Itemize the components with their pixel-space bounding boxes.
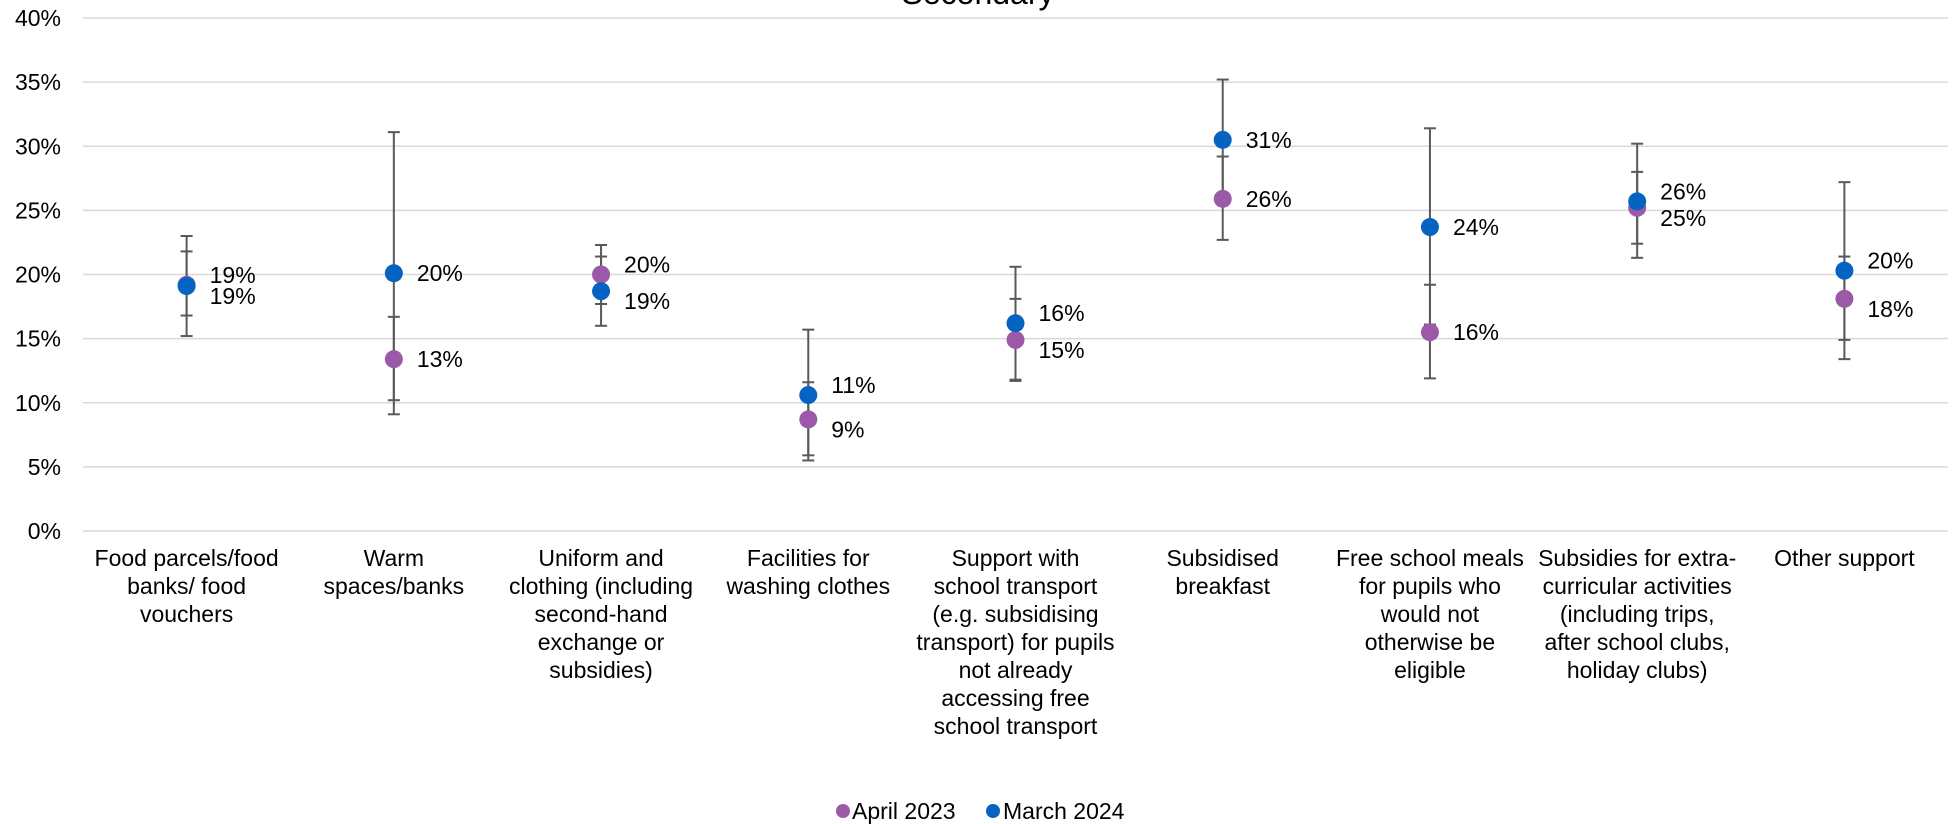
data-point-march-2024 [1420,218,1439,237]
x-category-label-line: Food parcels/food [95,545,279,571]
data-point-april-2023 [1420,323,1439,342]
x-category-label-line: spaces/banks [324,573,465,599]
data-label: 19% [624,288,670,314]
x-category-label-line: transport) for pupils [916,629,1114,655]
x-category-label-line: otherwise be [1365,629,1495,655]
x-category-label-line: Warm [364,545,424,571]
x-category-label-line: Facilities for [747,545,870,571]
data-label: 20% [624,252,670,278]
y-tick-label: 35% [15,69,61,95]
y-tick-label: 30% [15,133,61,159]
y-tick-label: 10% [15,390,61,416]
data-labels: 19% 13% 20% 9% 15% 26% 16% 25% 18% 19% 20% 19% 11% 16… [210,127,1914,443]
chart-title: Secondary [902,0,1055,11]
data-point-march-2024 [592,282,611,301]
x-category-label-line: Subsidies for extra- [1538,545,1736,571]
data-label: 31% [1246,127,1292,153]
y-tick-label: 15% [15,326,61,352]
x-category-label-line: Subsidised [1166,545,1279,571]
x-category-label-line: holiday clubs) [1567,657,1708,683]
data-label: 11% [831,372,875,398]
x-category-label-line: school transport [934,713,1098,739]
x-category-label-line: for pupils who [1359,573,1501,599]
x-category-label: Other support [1774,545,1915,571]
x-category-label-line: not already [959,657,1073,683]
data-point-april-2023 [1835,289,1854,308]
x-category-label-line: after school clubs, [1544,629,1729,655]
y-tick-label: 25% [15,197,61,223]
data-label: 26% [1246,186,1292,212]
x-category-label-line: clothing (including [509,573,693,599]
data-label: 16% [1453,319,1499,345]
data-label: 9% [831,416,864,442]
x-category-label: Subsidies for extra-curricular activitie… [1538,545,1736,683]
x-category-label-line: exchange or [538,629,665,655]
y-tick-label: 5% [28,454,61,480]
data-label: 25% [1660,205,1706,231]
x-category-label-line: washing clothes [725,573,890,599]
x-category-label-line: Support with [952,545,1080,571]
x-category-label-line: would not [1380,601,1480,627]
legend-label-march-2024: March 2024 [1003,798,1125,824]
data-points [177,130,1854,429]
x-category-label-line: second-hand [535,601,668,627]
y-tick-label: 40% [15,5,61,31]
data-label: 13% [417,346,463,372]
data-label: 26% [1660,178,1706,204]
data-label: 18% [1867,296,1913,322]
y-tick-label: 20% [15,262,61,288]
legend-marker-march-2024 [986,804,1000,818]
data-label: 19% [210,283,256,309]
legend: April 2023 March 2024 [836,798,1125,824]
x-category-label-line: breakfast [1175,573,1270,599]
data-point-april-2023 [1213,189,1232,208]
data-label: 19% [210,262,256,288]
x-category-label-line: (e.g. subsidising [932,601,1098,627]
data-point-march-2024 [799,386,818,405]
data-label: 20% [1867,248,1913,274]
data-label: 16% [1039,300,1085,326]
x-category-label-line: Free school meals [1336,545,1524,571]
y-tick-label: 0% [28,518,61,544]
legend-label-april-2023: April 2023 [852,798,956,824]
data-point-march-2024 [1213,130,1232,149]
data-point-march-2024 [1628,192,1647,211]
x-category-label-line: school transport [934,573,1098,599]
x-category-label-line: banks/ food [127,573,246,599]
data-label: 15% [1039,337,1085,363]
data-point-march-2024 [1006,314,1025,333]
data-label: 24% [1453,214,1499,240]
x-category-label-line: accessing free [941,685,1089,711]
data-point-march-2024 [384,264,403,283]
x-category-label-line: vouchers [140,601,233,627]
data-point-april-2023 [1006,330,1025,349]
data-point-march-2024 [177,277,196,296]
legend-marker-april-2023 [836,804,850,818]
x-category-label-line: (including trips, [1560,601,1715,627]
data-point-april-2023 [384,350,403,369]
data-point-april-2023 [592,265,611,284]
x-category-label-line: Other support [1774,545,1915,571]
data-point-april-2023 [799,410,818,429]
x-category-label-line: eligible [1394,657,1466,683]
x-category-label-line: curricular activities [1543,573,1732,599]
data-point-march-2024 [1835,261,1854,280]
data-label: 20% [417,260,463,286]
y-axis-ticks: 0% 5% 10% 15% 20% 25% 30% 35% 40% [15,5,61,544]
x-category-label-line: Uniform and [538,545,663,571]
x-category-label-line: subsidies) [549,657,653,683]
